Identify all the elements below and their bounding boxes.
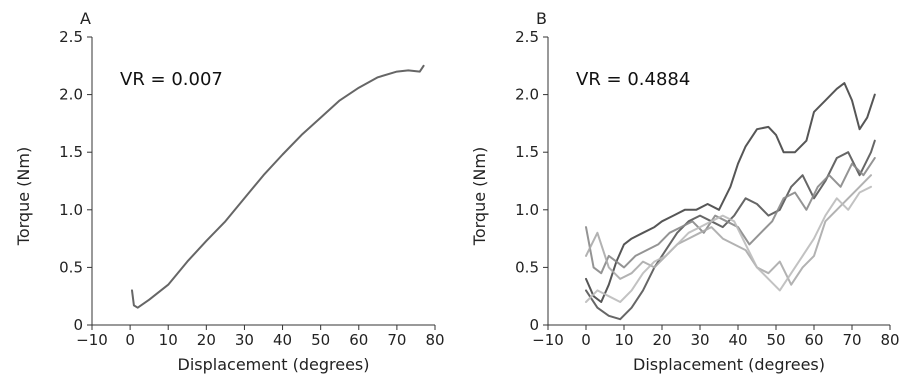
x-tick-label: 60 bbox=[804, 331, 823, 349]
x-tick-label: 70 bbox=[842, 331, 861, 349]
x-tick-label: 80 bbox=[425, 331, 444, 349]
x-tick-label: −10 bbox=[76, 331, 108, 349]
y-tick-label: 0 bbox=[529, 316, 539, 334]
x-tick-label: 0 bbox=[581, 331, 591, 349]
y-tick-label: 1.0 bbox=[515, 201, 539, 219]
vr-annotation: VR = 0.4884 bbox=[576, 69, 690, 90]
x-tick-label: 50 bbox=[766, 331, 785, 349]
x-tick-label: −10 bbox=[532, 331, 564, 349]
y-tick-label: 0 bbox=[73, 316, 83, 334]
x-tick-label: 30 bbox=[235, 331, 254, 349]
y-axis-title: Torque (Nm) bbox=[470, 147, 489, 246]
y-tick-label: 2.0 bbox=[515, 86, 539, 104]
x-tick-label: 10 bbox=[159, 331, 178, 349]
x-axis-title: Displacement (degrees) bbox=[178, 355, 370, 374]
x-tick-label: 60 bbox=[349, 331, 368, 349]
x-tick-label: 50 bbox=[311, 331, 330, 349]
y-axis-title: Torque (Nm) bbox=[14, 147, 33, 246]
x-tick-label: 70 bbox=[387, 331, 406, 349]
series-line-4 bbox=[585, 185, 872, 303]
x-tick-label: 20 bbox=[652, 331, 671, 349]
panel-letter: A bbox=[80, 9, 91, 28]
x-tick-label: 10 bbox=[614, 331, 633, 349]
y-tick-label: 2.0 bbox=[59, 86, 83, 104]
panel-letter: B bbox=[536, 9, 547, 28]
series-line-1 bbox=[585, 139, 876, 321]
x-axis-title: Displacement (degrees) bbox=[633, 355, 825, 374]
x-tick-label: 30 bbox=[690, 331, 709, 349]
x-tick-label: 0 bbox=[125, 331, 135, 349]
y-tick-label: 2.5 bbox=[59, 28, 83, 46]
x-tick-label: 40 bbox=[728, 331, 747, 349]
x-tick-label: 40 bbox=[273, 331, 292, 349]
series-line-0 bbox=[585, 82, 876, 303]
vr-annotation: VR = 0.007 bbox=[120, 69, 223, 90]
y-tick-label: 0.5 bbox=[515, 258, 539, 276]
y-tick-label: 1.0 bbox=[59, 201, 83, 219]
series-line-0 bbox=[131, 64, 425, 309]
y-tick-label: 1.5 bbox=[59, 143, 83, 161]
x-tick-label: 20 bbox=[197, 331, 216, 349]
series-line-2 bbox=[585, 157, 876, 275]
y-tick-label: 1.5 bbox=[515, 143, 539, 161]
y-tick-label: 2.5 bbox=[515, 28, 539, 46]
y-tick-label: 0.5 bbox=[59, 258, 83, 276]
x-tick-label: 80 bbox=[880, 331, 899, 349]
panel-a: −10 0 10 20 30 40 50 60 70 8000.51.01.52.02.5Disp… bbox=[14, 9, 445, 374]
series-line-3 bbox=[585, 174, 872, 286]
panel-b: −10 0 10 20 30 40 50 60 70 8000.51.01.52.02.5Disp… bbox=[470, 9, 900, 374]
